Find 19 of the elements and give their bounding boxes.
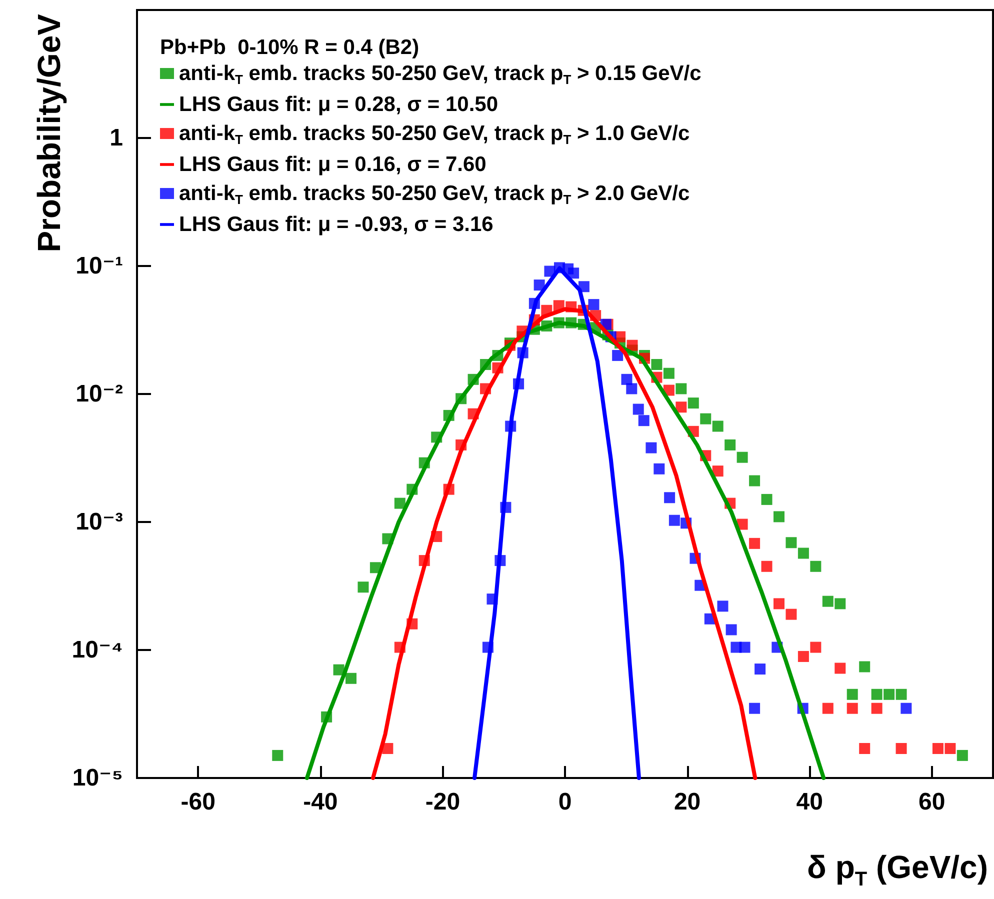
y-axis-title: Probability/GeV — [31, 13, 67, 252]
y-tick-label: 10⁻² — [76, 380, 124, 408]
x-tick-label: -60 — [180, 788, 216, 816]
x-tick-label: 60 — [918, 788, 946, 816]
x-tick-label: -20 — [425, 788, 460, 816]
x-tick-label: 40 — [796, 788, 823, 816]
legend-title: Pb+Pb 0-10% R = 0.4 (B2) — [160, 36, 420, 59]
x-tick-label: 0 — [558, 788, 572, 816]
x-tick-label: -40 — [303, 788, 338, 816]
x-tick-label: 20 — [674, 788, 701, 816]
y-tick-label: 10⁻⁴ — [72, 636, 123, 664]
y-tick-label: 10⁻⁵ — [72, 764, 123, 792]
x-axis-title: δ p$_{T}$ (GeV/c) — [807, 848, 988, 891]
y-tick-label: 10⁻³ — [76, 508, 124, 536]
legend-label: LHS Gaus fit: μ = 0.28, σ = 10.50 — [179, 93, 498, 116]
y-tick-label: 10⁻¹ — [76, 252, 124, 280]
y-tick-label: 1 — [110, 124, 123, 152]
legend-label: LHS Gaus fit: μ = -0.93, σ = 3.16 — [179, 213, 494, 236]
legend-label: LHS Gaus fit: μ = 0.16, σ = 7.60 — [179, 153, 486, 176]
